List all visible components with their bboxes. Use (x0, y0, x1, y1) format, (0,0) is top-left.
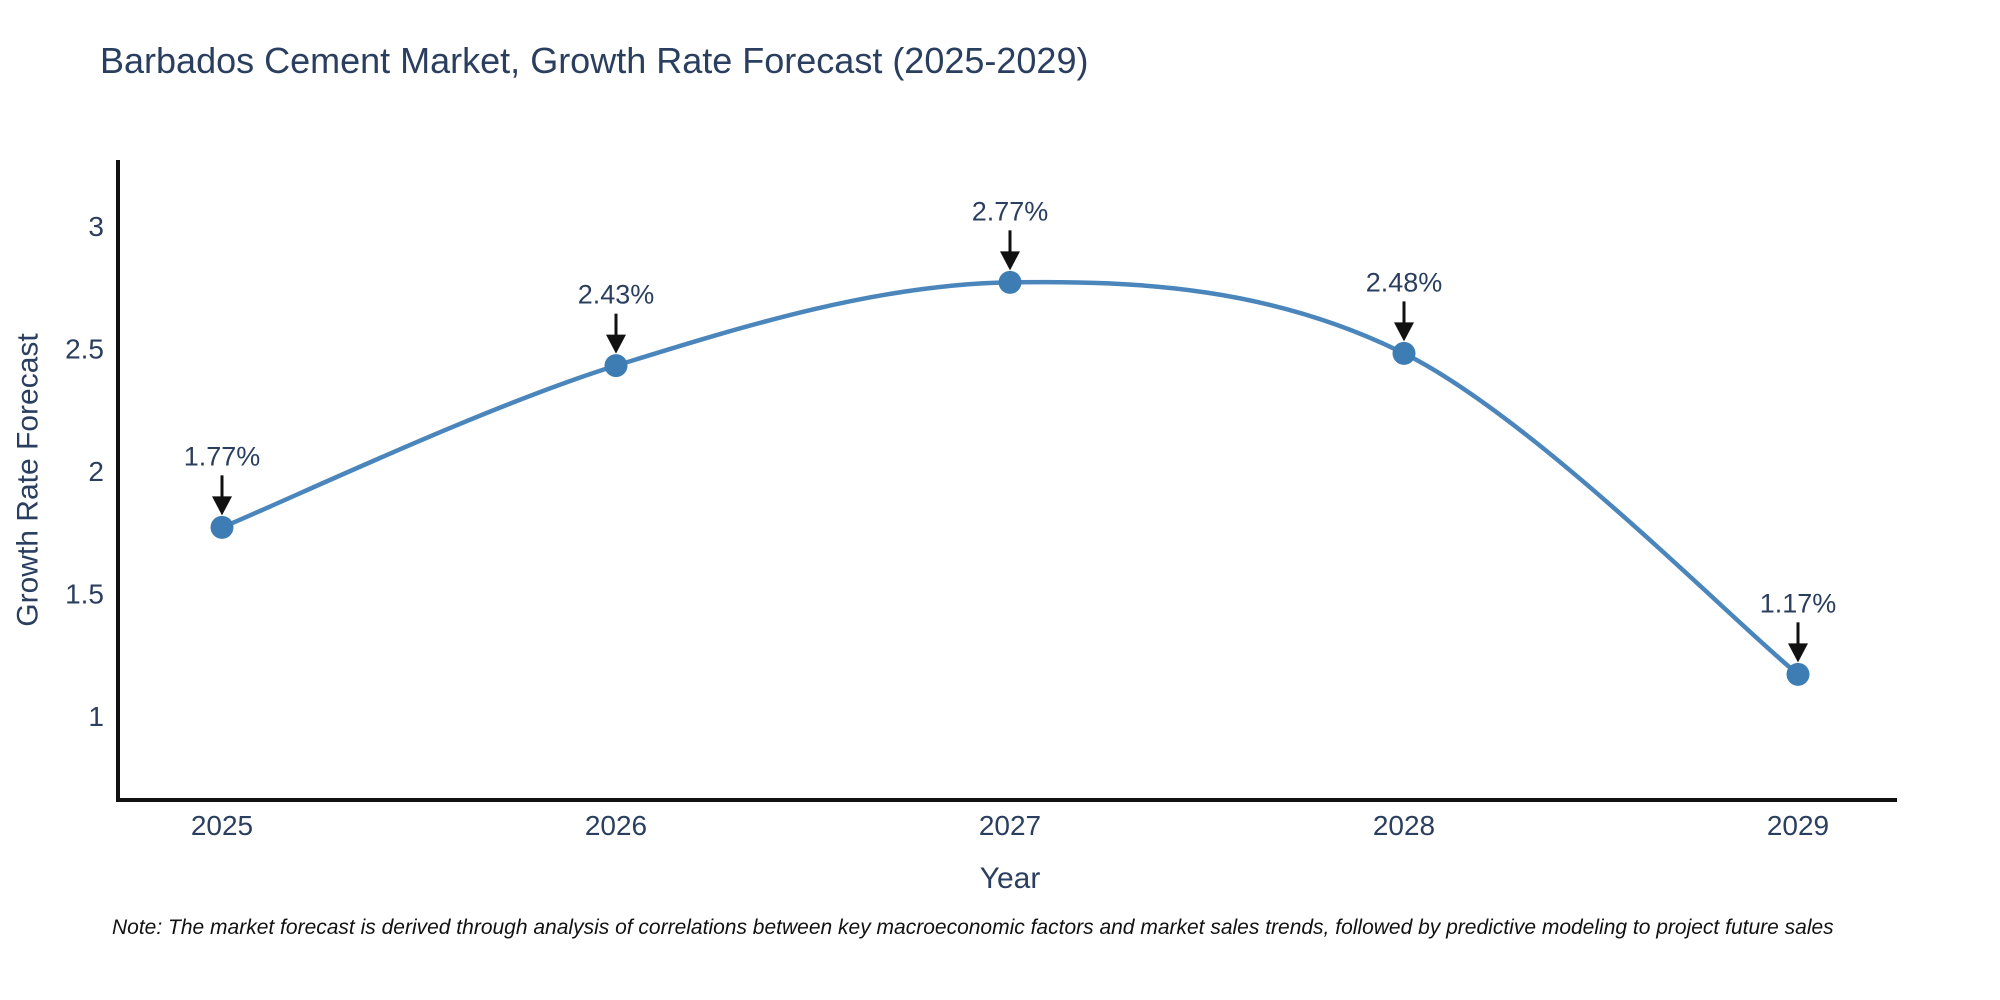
y-axis-title: Growth Rate Forecast (12, 333, 45, 627)
x-axis-title: Year (980, 862, 1041, 895)
data-point-marker (604, 354, 628, 378)
y-tick-label: 3 (88, 211, 104, 242)
forecast-line-series (219, 279, 1801, 677)
point-value-label: 2.77% (972, 196, 1049, 226)
y-tick-label: 1 (88, 701, 104, 732)
annotation-arrowhead-icon (1000, 251, 1020, 271)
chart-note: Note: The market forecast is derived thr… (112, 916, 1834, 939)
chart-title: Barbados Cement Market, Growth Rate Fore… (100, 40, 1089, 81)
y-tick-label: 2 (88, 456, 104, 487)
annotation-arrowhead-icon (606, 334, 626, 354)
point-value-label: 1.77% (184, 441, 261, 471)
x-tick-label: 2028 (1373, 810, 1435, 841)
point-value-label: 2.48% (1366, 267, 1443, 297)
data-point-marker (210, 515, 234, 539)
x-tick-label: 2026 (585, 810, 647, 841)
data-point-marker (998, 270, 1022, 294)
x-tick-label: 2029 (1767, 810, 1829, 841)
annotation-arrowhead-icon (212, 496, 232, 516)
x-tick-label: 2027 (979, 810, 1041, 841)
y-tick-label: 1.5 (65, 579, 104, 610)
point-value-label: 1.17% (1760, 588, 1837, 618)
data-point-marker (1786, 662, 1810, 686)
data-point-marker (1392, 341, 1416, 365)
x-tick-label: 2025 (191, 810, 253, 841)
point-value-label: 2.43% (578, 280, 655, 310)
annotation-arrowhead-icon (1788, 643, 1808, 663)
annotation-arrowhead-icon (1394, 322, 1414, 342)
y-tick-label: 2.5 (65, 334, 104, 365)
